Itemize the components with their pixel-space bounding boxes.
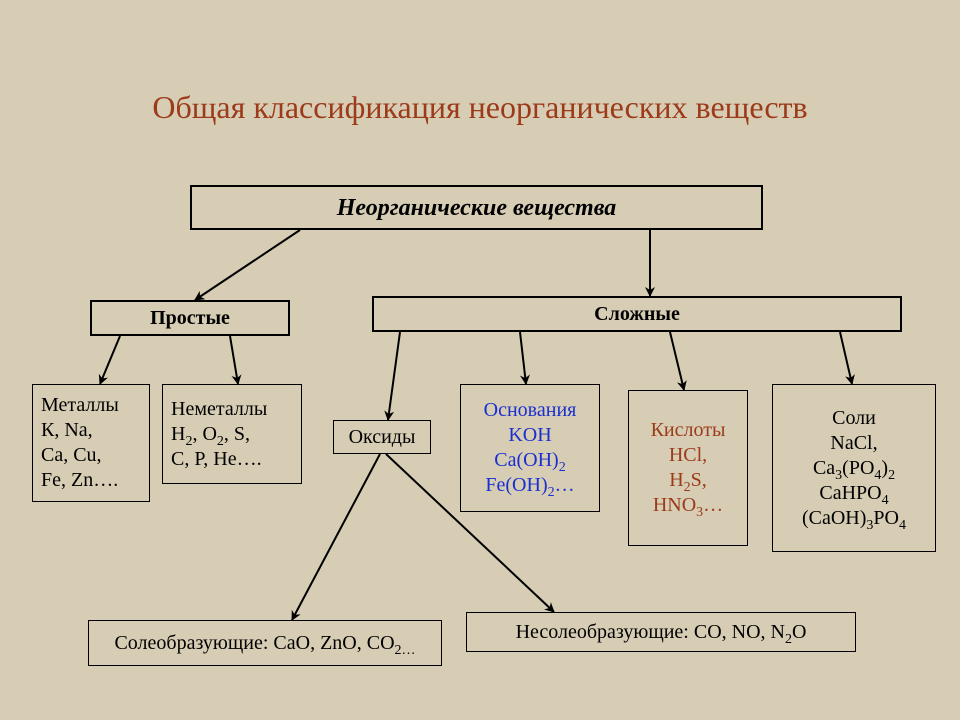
- node-line: CaHPO4: [819, 481, 888, 506]
- node-line: (CaOH)3PO4: [802, 506, 906, 531]
- node-line: Кислоты: [651, 418, 726, 443]
- node-salts: СолиNaCl,Ca3(PO4)2CaHPO4(CaOH)3PO4: [772, 384, 936, 552]
- node-root: Неорганические вещества: [190, 185, 763, 230]
- node-non-salt-forming: Несолеобразующие: CO, NO, N2O: [466, 612, 856, 652]
- node-line: Неорганические вещества: [337, 193, 617, 223]
- node-line: Несолеобразующие: CO, NO, N2O: [516, 620, 807, 645]
- node-line: Неметаллы: [171, 397, 267, 422]
- node-bases: ОснованияKOHCa(OH)2Fe(OH)2…: [460, 384, 600, 512]
- node-line: Сложные: [594, 302, 680, 327]
- node-salt-forming: Солеобразующие: CaO, ZnO, CO2…: [88, 620, 442, 666]
- slide-title-text: Общая классификация неорганических вещес…: [152, 89, 807, 125]
- node-line: Ca, Cu,: [41, 443, 102, 468]
- node-line: H2, O2, S,: [171, 422, 250, 447]
- node-oxides: Оксиды: [333, 420, 431, 454]
- slide-title: Общая классификация неорганических вещес…: [152, 89, 807, 126]
- node-metals: МеталлыК, Na,Ca, Cu,Fe, Zn….: [32, 384, 150, 502]
- node-line: Оксиды: [349, 425, 416, 450]
- node-line: Fe(OH)2…: [485, 473, 574, 498]
- node-line: NaCl,: [830, 431, 877, 456]
- node-line: Металлы: [41, 393, 119, 418]
- node-line: HNO3…: [653, 493, 723, 518]
- node-line: HCl,: [669, 443, 707, 468]
- node-simple: Простые: [90, 300, 290, 336]
- node-acids: КислотыHCl,H2S,HNO3…: [628, 390, 748, 546]
- node-line: Солеобразующие: CaO, ZnO, CO2…: [114, 631, 415, 656]
- node-line: Основания: [484, 398, 577, 423]
- node-line: KOH: [508, 423, 551, 448]
- node-line: Ca(OH)2: [494, 448, 565, 473]
- node-line: H2S,: [669, 468, 707, 493]
- node-line: Простые: [150, 306, 230, 331]
- node-line: К, Na,: [41, 418, 93, 443]
- node-line: Fe, Zn….: [41, 468, 118, 493]
- node-complex: Сложные: [372, 296, 902, 332]
- node-line: Соли: [832, 406, 876, 431]
- node-line: Ca3(PO4)2: [813, 456, 895, 481]
- node-line: C, P, He….: [171, 447, 262, 472]
- node-nonmetals: НеметаллыH2, O2, S,C, P, He….: [162, 384, 302, 484]
